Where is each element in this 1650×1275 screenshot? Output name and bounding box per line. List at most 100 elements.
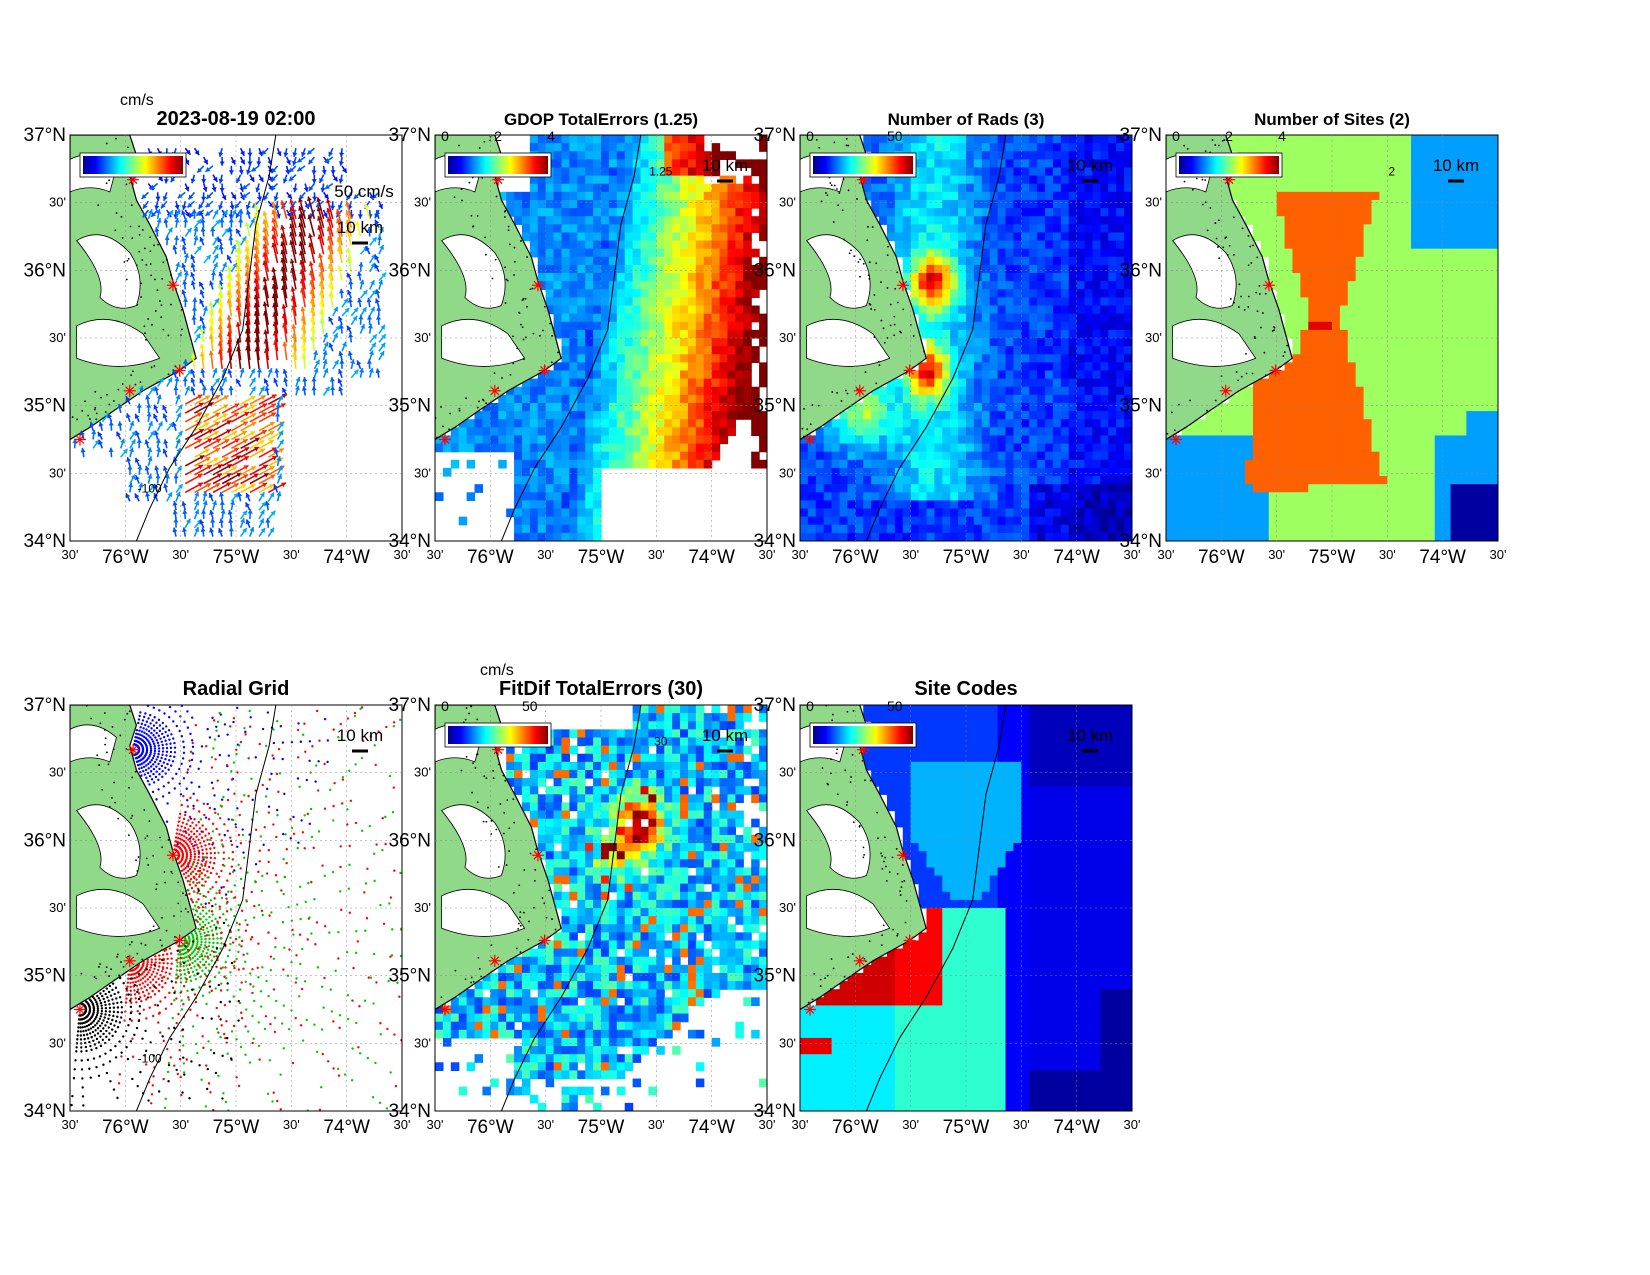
colorbar-tick: 50 (887, 128, 903, 144)
sound-water (1172, 319, 1257, 367)
distance-scale-label: 10 km (702, 726, 748, 745)
colorbar-gradient (1179, 156, 1279, 174)
lon-tick-label: 74°W (1053, 1117, 1100, 1138)
distance-scale-label: 10 km (337, 218, 383, 237)
site-marker-icon (853, 954, 866, 967)
lon-tick-label: 75°W (1309, 547, 1356, 568)
site-marker-icon (1169, 433, 1182, 446)
lat-tick-label: 35°N (389, 396, 431, 417)
colorbar-gradient (448, 156, 548, 174)
site-marker-icon (173, 934, 186, 947)
lon-tick-label: 30' (537, 547, 554, 562)
lat-tick-label: 37°N (389, 695, 431, 716)
vector-scale-label: 50 cm/s (334, 182, 394, 201)
lon-tick-label: 76°W (467, 1117, 514, 1138)
lon-tick-label: 75°W (213, 1117, 260, 1138)
sound-water (76, 804, 141, 879)
lon-tick-label: 30' (172, 547, 189, 562)
panel-title: Number of Rads (3) (888, 110, 1045, 129)
sound-water (76, 319, 161, 367)
lon-tick-label: 76°W (1198, 547, 1245, 568)
plot-area: 30 (435, 705, 767, 1111)
plot-area: 2 (1166, 135, 1498, 541)
contour-label: 1.25 (649, 165, 673, 179)
distance-scale-label: 10 km (1067, 726, 1113, 745)
sound-water (441, 804, 506, 879)
colorbar-gradient (813, 726, 913, 744)
colorbar-tick: 0 (441, 698, 449, 714)
lat-tick-label: 35°N (754, 396, 796, 417)
colorbar-gradient (83, 156, 183, 174)
lat-tick-label: 36°N (24, 830, 66, 851)
isobath-contour (500, 705, 642, 1111)
distance-scale-label: 10 km (1067, 156, 1113, 175)
lat-tick-label: 30' (49, 900, 66, 915)
sound-water (76, 889, 161, 937)
site-marker-icon (803, 433, 816, 446)
colorbar-tick: 0 (1172, 128, 1180, 144)
site-marker-icon (538, 364, 551, 377)
colorbar-tick: 4 (1278, 128, 1286, 144)
lat-tick-label: 30' (49, 195, 66, 210)
lat-tick-label: 30' (1145, 330, 1162, 345)
site-marker-icon (438, 1003, 451, 1016)
lat-tick-label: 30' (779, 900, 796, 915)
lat-tick-label: 30' (414, 765, 431, 780)
panel-sitecodes: 37°N30'36°N30'35°N30'34°N30' 76°W 30' 75°W 3… (754, 678, 1141, 1138)
site-marker-icon (803, 1003, 816, 1016)
site-marker-icon (1262, 279, 1275, 292)
colorbar: 0 50 (806, 698, 917, 748)
lat-tick-label: 34°N (754, 531, 796, 552)
lat-tick-label: 30' (1145, 195, 1162, 210)
isobath-contour (500, 135, 642, 541)
site-marker-icon (166, 279, 179, 292)
lat-tick-label: 30' (414, 330, 431, 345)
site-marker-icon (903, 934, 916, 947)
site-marker-icon (903, 364, 916, 377)
isobath-contour (135, 705, 277, 1111)
plot-area (800, 135, 1132, 541)
lon-tick-label: 76°W (467, 547, 514, 568)
lon-tick-label: 30' (172, 1117, 189, 1132)
lon-tick-label: 30' (1124, 1117, 1141, 1132)
lon-tick-label: 75°W (578, 1117, 625, 1138)
site-marker-icon (127, 743, 140, 756)
lon-tick-label: 30' (537, 1117, 554, 1132)
lat-tick-label: 34°N (389, 1101, 431, 1122)
site-marker-icon (896, 279, 909, 292)
panel-nsites: 237°N30'36°N30'35°N30'34°N30' 76°W 30' 75°W… (1120, 110, 1507, 568)
lon-tick-label: 74°W (1053, 547, 1100, 568)
lat-tick-label: 35°N (1120, 396, 1162, 417)
lon-tick-label: 30' (759, 1117, 776, 1132)
lat-tick-label: 35°N (24, 966, 66, 987)
lon-tick-label: 74°W (323, 1117, 370, 1138)
colorbar-gradient (813, 156, 913, 174)
colorbar: 0 2 4 (441, 128, 555, 178)
lat-tick-label: 36°N (389, 830, 431, 851)
panel-title: Site Codes (914, 678, 1017, 700)
lon-tick-label: 30' (1124, 547, 1141, 562)
colorbar: 0 2 4 (1172, 128, 1286, 178)
lat-tick-label: 36°N (754, 830, 796, 851)
isobath-contour (865, 705, 1007, 1111)
lat-tick-label: 30' (779, 765, 796, 780)
colorbar-tick: 2 (494, 128, 502, 144)
site-marker-icon (123, 954, 136, 967)
isobath-contour (865, 135, 1007, 541)
lat-tick-label: 30' (779, 195, 796, 210)
lat-tick-label: 30' (414, 465, 431, 480)
lon-tick-label: 75°W (943, 1117, 990, 1138)
lon-tick-label: 30' (1490, 547, 1507, 562)
site-marker-icon (73, 1003, 86, 1016)
lon-tick-label: 30' (1013, 547, 1030, 562)
lat-tick-label: 36°N (24, 260, 66, 281)
colorbar: 0 50 (806, 128, 917, 178)
lat-tick-label: 35°N (24, 396, 66, 417)
lat-tick-label: 30' (49, 765, 66, 780)
isobath-contour (135, 135, 277, 541)
lon-tick-label: 74°W (323, 547, 370, 568)
